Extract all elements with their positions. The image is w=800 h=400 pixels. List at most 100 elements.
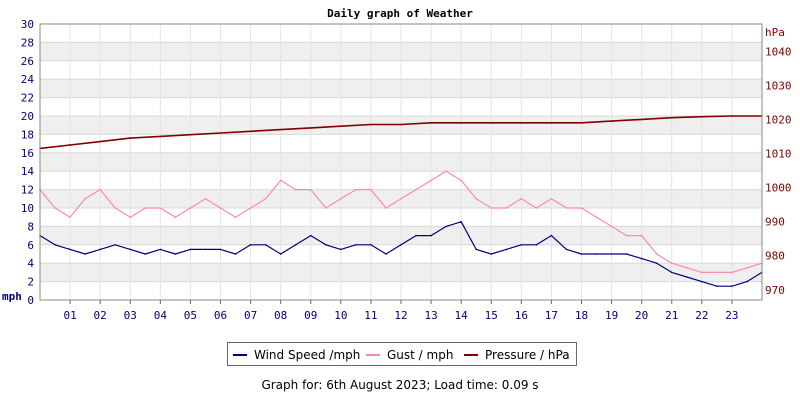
chart-legend: Wind Speed /mph Gust / mph Pressure / hP… xyxy=(227,342,577,366)
series-point-0 xyxy=(219,248,222,251)
series-point-0 xyxy=(355,244,357,246)
series-point-0 xyxy=(625,253,628,255)
left-tick-label: 4 xyxy=(27,257,34,270)
series-point-0 xyxy=(610,253,613,255)
series-point-0 xyxy=(234,253,237,255)
series-point-0 xyxy=(430,234,432,237)
series-point-1 xyxy=(159,207,162,209)
series-point-1 xyxy=(430,179,432,182)
series-point-2 xyxy=(640,118,643,121)
series-point-1 xyxy=(580,207,583,209)
series-point-0 xyxy=(69,248,71,251)
series-point-0 xyxy=(84,253,86,255)
series-point-0 xyxy=(159,248,162,251)
series-point-1 xyxy=(370,188,372,191)
series-point-1 xyxy=(610,225,613,228)
series-point-0 xyxy=(370,244,372,246)
left-tick-label: 30 xyxy=(21,18,34,31)
series-point-0 xyxy=(475,248,478,251)
series-point-0 xyxy=(309,234,312,237)
series-point-0 xyxy=(550,234,553,237)
series-point-2 xyxy=(129,137,132,139)
series-point-0 xyxy=(670,271,673,274)
legend-label-pressure: Pressure / hPa xyxy=(485,348,570,362)
series-point-1 xyxy=(84,198,86,200)
series-point-0 xyxy=(716,285,718,288)
series-point-0 xyxy=(279,253,282,255)
series-point-1 xyxy=(249,207,252,209)
series-point-1 xyxy=(550,198,553,200)
right-tick-label: 980 xyxy=(765,250,785,263)
series-point-0 xyxy=(505,248,508,251)
series-point-2 xyxy=(670,116,673,119)
series-point-1 xyxy=(640,234,643,237)
series-point-0 xyxy=(415,234,417,237)
x-tick-label: 20 xyxy=(635,309,648,322)
series-point-2 xyxy=(731,115,733,117)
series-point-2 xyxy=(520,122,523,124)
series-point-0 xyxy=(580,253,583,255)
series-point-1 xyxy=(234,216,237,218)
series-point-1 xyxy=(309,188,312,191)
series-point-1 xyxy=(294,188,297,191)
series-point-2 xyxy=(490,122,493,124)
left-tick-label: 28 xyxy=(21,36,34,49)
series-point-1 xyxy=(324,207,327,209)
x-tick-label: 08 xyxy=(274,309,287,322)
right-tick-label: 1010 xyxy=(765,147,792,160)
series-point-1 xyxy=(445,170,447,172)
series-point-0 xyxy=(54,244,56,246)
x-tick-label: 05 xyxy=(184,309,197,322)
x-tick-label: 03 xyxy=(124,309,137,322)
series-point-2 xyxy=(580,122,583,124)
legend-swatch-wind xyxy=(233,354,247,356)
left-tick-label: 20 xyxy=(21,110,34,123)
right-tick-label: 970 xyxy=(765,284,785,297)
series-point-1 xyxy=(505,207,508,209)
left-tick-label: 0 xyxy=(27,294,34,307)
series-point-1 xyxy=(731,271,733,274)
series-point-0 xyxy=(129,248,132,251)
series-layer xyxy=(39,115,763,288)
series-point-0 xyxy=(385,253,387,255)
left-tick-label: 12 xyxy=(21,184,34,197)
right-tick-label: 1040 xyxy=(765,45,792,58)
legend-item-wind: Wind Speed /mph xyxy=(233,347,360,363)
left-tick-label: 16 xyxy=(21,147,34,160)
x-tick-label: 06 xyxy=(214,309,227,322)
series-point-1 xyxy=(204,198,207,200)
series-point-1 xyxy=(264,198,267,200)
left-tick-label: 22 xyxy=(21,92,34,105)
x-tick-label: 04 xyxy=(154,309,168,322)
series-point-0 xyxy=(640,257,643,260)
left-tick-label: 14 xyxy=(21,165,35,178)
series-point-0 xyxy=(595,253,598,255)
x-tick-label: 23 xyxy=(725,309,738,322)
legend-label-wind: Wind Speed /mph xyxy=(254,348,361,362)
x-tick-label: 18 xyxy=(575,309,588,322)
right-tick-label: 1030 xyxy=(765,79,792,92)
x-tick-label: 17 xyxy=(545,309,558,322)
x-tick-label: 22 xyxy=(695,309,708,322)
series-point-1 xyxy=(685,267,688,269)
x-tick-label: 16 xyxy=(515,309,528,322)
series-point-1 xyxy=(701,271,703,274)
left-tick-label: 6 xyxy=(27,239,34,252)
right-axis-unit: hPa xyxy=(765,26,785,39)
x-tick-label: 07 xyxy=(244,309,257,322)
series-point-1 xyxy=(565,207,568,209)
series-point-0 xyxy=(324,244,327,246)
series-point-2 xyxy=(370,123,372,126)
left-tick-label: 26 xyxy=(21,55,34,68)
graph-footer: Graph for: 6th August 2023; Load time: 0… xyxy=(261,378,539,392)
series-point-1 xyxy=(279,179,282,182)
series-point-0 xyxy=(294,244,297,246)
series-point-0 xyxy=(144,253,147,255)
series-point-0 xyxy=(400,244,402,246)
x-tick-label: 10 xyxy=(334,309,347,322)
series-point-0 xyxy=(746,280,748,283)
series-point-0 xyxy=(99,248,101,251)
series-point-2 xyxy=(400,123,402,126)
legend-swatch-pressure xyxy=(464,354,478,356)
series-point-1 xyxy=(716,271,718,274)
